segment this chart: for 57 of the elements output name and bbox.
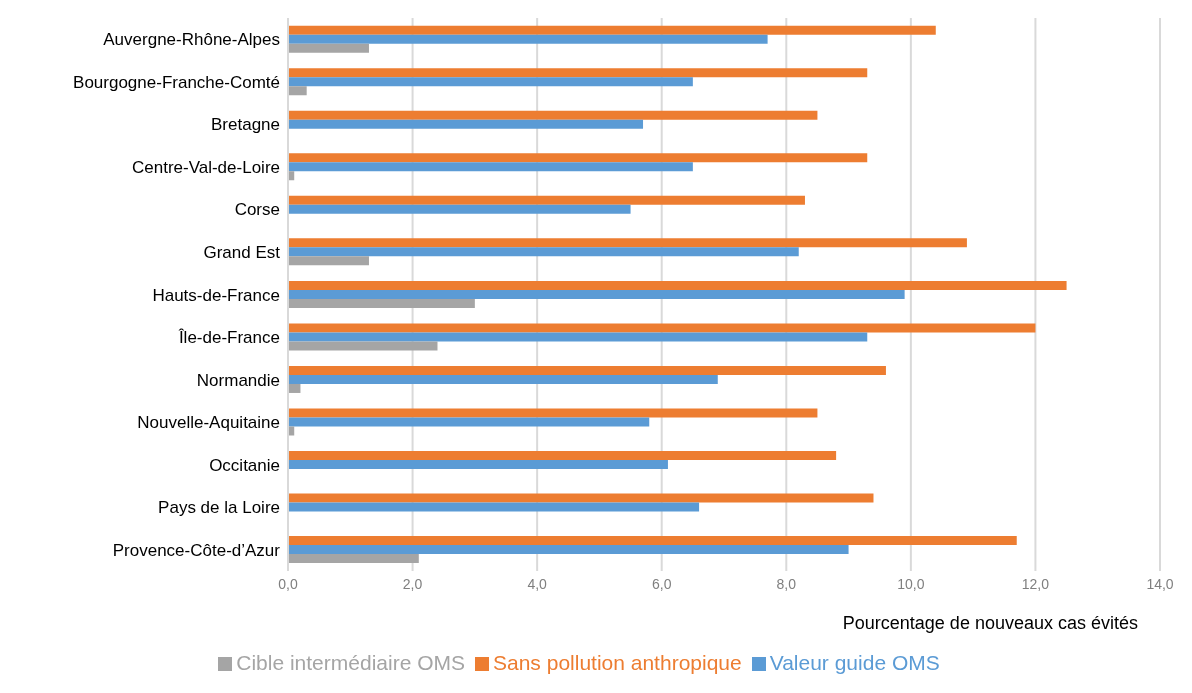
x-axis-title: Pourcentage de nouveaux cas évités [842, 613, 1138, 633]
y-tick-label: Normandie [196, 370, 280, 390]
x-tick-label: 8,0 [776, 575, 797, 592]
bar [288, 77, 693, 87]
bar [288, 162, 693, 172]
bar [288, 323, 1036, 333]
bar [288, 332, 868, 342]
bar [288, 374, 718, 384]
bar [288, 25, 936, 35]
bar [288, 238, 967, 248]
bar [288, 493, 874, 503]
bar [288, 34, 768, 44]
bar [288, 417, 650, 427]
bar [288, 408, 818, 418]
x-tick-label: 6,0 [651, 575, 672, 592]
y-tick-label: Pays de la Loire [158, 498, 280, 518]
bar [288, 365, 886, 375]
bar [288, 341, 438, 351]
y-tick-label: Centre-Val-de-Loire [131, 157, 280, 177]
bar [288, 502, 700, 512]
bar [288, 247, 799, 257]
bar [288, 86, 307, 96]
bar [288, 280, 1067, 290]
y-tick-label: Hauts-de-France [152, 285, 280, 305]
y-tick-label: Bretagne [211, 115, 280, 135]
y-tick-label: Provence-Côte-d’Azur [112, 540, 281, 560]
x-tick-label: 0,0 [278, 575, 298, 592]
bar [288, 68, 868, 78]
y-tick-label: Occitanie [209, 455, 280, 475]
bar [288, 43, 369, 53]
y-tick-label: Bourgogne-Franche-Comté [73, 72, 280, 92]
bar [288, 204, 631, 214]
bar [288, 153, 868, 163]
bar [288, 119, 644, 129]
bar [288, 545, 849, 555]
y-tick-label: Grand Est [203, 243, 281, 262]
bar [288, 451, 837, 461]
y-tick-label: Île-de-France [177, 328, 280, 348]
y-tick-label: Auvergne-Rhône-Alpes [103, 30, 280, 50]
x-tick-label: 12,0 [1021, 575, 1050, 592]
legend-label: Cible intermédiaire OMS [236, 651, 465, 674]
x-tick-label: 10,0 [897, 575, 925, 592]
bar [288, 289, 905, 299]
bar [288, 298, 475, 308]
y-tick-label: Nouvelle-Aquitaine [137, 413, 280, 433]
y-tick-label: Corse [234, 200, 280, 220]
bar [288, 195, 805, 205]
bar [288, 110, 818, 120]
bar [288, 554, 419, 564]
bar [288, 536, 1017, 546]
bar [288, 256, 369, 266]
x-tick-label: 2,0 [402, 575, 423, 592]
x-tick-label: 14,0 [1146, 575, 1174, 592]
bar [288, 460, 668, 470]
legend-label: Valeur guide OMS [769, 651, 940, 674]
legend-label: Sans pollution anthropique [493, 651, 742, 674]
x-tick-label: 4,0 [527, 575, 548, 592]
